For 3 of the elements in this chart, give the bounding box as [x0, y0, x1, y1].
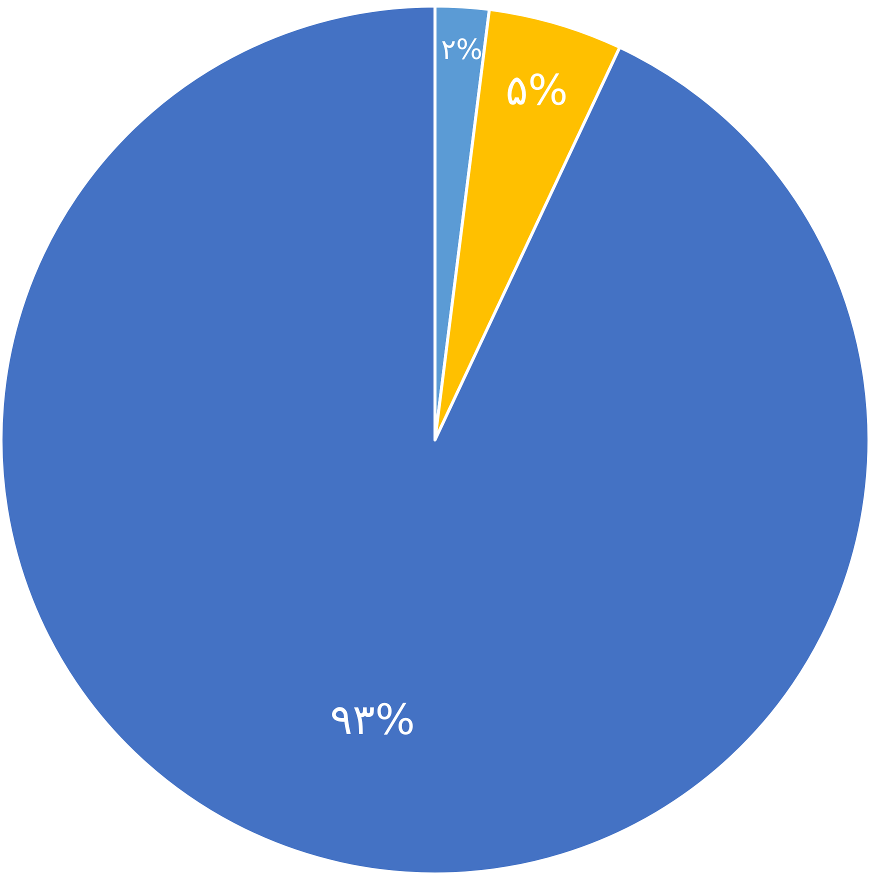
data-label: ۵% — [505, 65, 568, 114]
data-label: ۲% — [441, 32, 483, 66]
data-label: ۹۳% — [330, 695, 416, 744]
